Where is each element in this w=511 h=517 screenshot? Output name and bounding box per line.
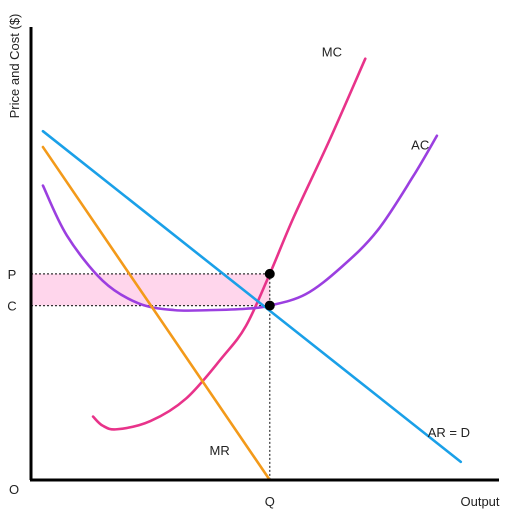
series-line-ar-d <box>41 129 463 464</box>
series-line-mc <box>91 57 367 431</box>
y-axis-label: Price and Cost ($) <box>7 14 22 119</box>
series-label-mc: MC <box>322 44 342 59</box>
origin-label: O <box>9 482 19 497</box>
series-line-mr <box>41 145 272 482</box>
x-axis-label: Output <box>460 494 499 509</box>
series-label-ac: AC <box>411 137 429 152</box>
x-tick-label-q: Q <box>265 494 275 509</box>
series-label-mr: MR <box>210 443 230 458</box>
plot-area: MC AC AR = D MR P C Q <box>7 27 499 509</box>
equilibrium-point-1 <box>264 300 275 311</box>
series-label-ar-d: AR = D <box>428 425 470 440</box>
series-line-ac <box>41 134 439 312</box>
y-tick-label-p: P <box>8 267 17 282</box>
profit-region <box>31 273 270 306</box>
equilibrium-point-0 <box>264 268 275 279</box>
y-tick-label-c: C <box>7 299 16 314</box>
